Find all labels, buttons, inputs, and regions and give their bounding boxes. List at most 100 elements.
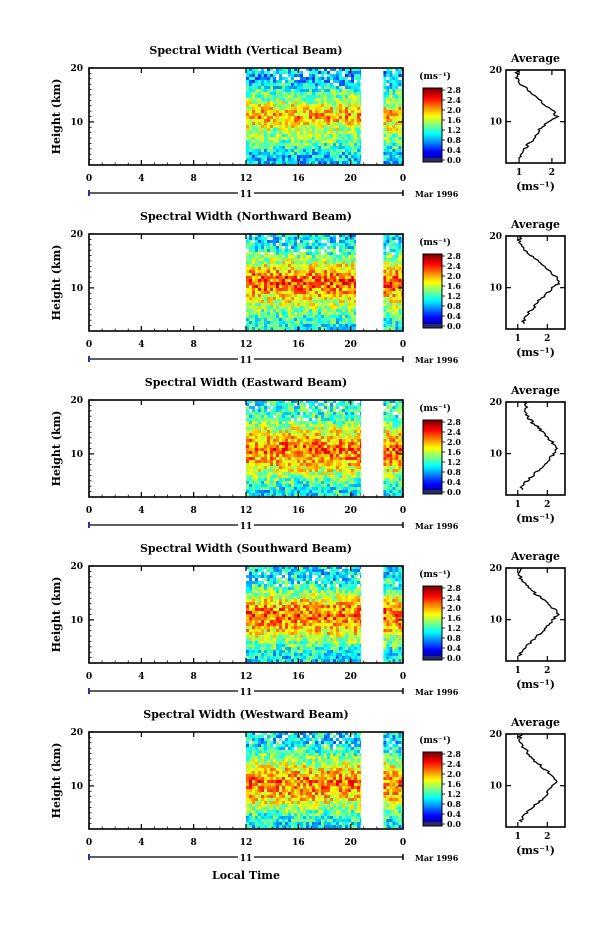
heatmap-cell <box>300 433 303 436</box>
heatmap-cell <box>273 593 276 596</box>
heatmap-cell <box>252 303 255 306</box>
heatmap-cell <box>398 442 401 445</box>
heatmap-cell <box>383 300 386 303</box>
heatmap-cell <box>285 107 288 110</box>
heatmap-cell <box>282 484 285 487</box>
heatmap-cell <box>383 110 386 113</box>
heatmap-cell <box>351 89 354 92</box>
heatmap-cell <box>345 279 348 282</box>
heatmap-cell <box>297 288 300 291</box>
heatmap-cell <box>279 433 282 436</box>
heatmap-cell <box>318 89 321 92</box>
heatmap-cell <box>342 137 345 140</box>
heatmap-cell <box>321 74 324 77</box>
heatmap-cell <box>255 155 258 158</box>
heatmap-cell <box>276 80 279 83</box>
heatmap-cell <box>395 74 398 77</box>
heatmap-cell <box>246 442 249 445</box>
heatmap-cell <box>279 158 282 161</box>
heatmap-cell <box>285 478 288 481</box>
heatmap-cell <box>345 460 348 463</box>
heatmap-cell <box>395 98 398 101</box>
heatmap-cell <box>249 113 252 116</box>
heatmap-cell <box>324 143 327 146</box>
heatmap-cell <box>333 74 336 77</box>
heatmap-cell <box>273 569 276 572</box>
heatmap-cell <box>383 297 386 300</box>
heatmap-cell <box>309 303 312 306</box>
heatmap-cell <box>348 74 351 77</box>
heatmap-cell <box>303 306 306 309</box>
heatmap-cell <box>395 321 398 324</box>
heatmap-cell <box>273 572 276 575</box>
heatmap-cell <box>345 146 348 149</box>
heatmap-cell <box>285 140 288 143</box>
heatmap-cell <box>246 433 249 436</box>
heatmap-cell <box>324 421 327 424</box>
heatmap-cell <box>389 279 392 282</box>
heatmap-cell <box>303 285 306 288</box>
heatmap-cell <box>398 116 401 119</box>
heatmap-cell <box>312 484 315 487</box>
heatmap-cell <box>276 161 279 164</box>
heatmap-cell <box>297 481 300 484</box>
heatmap-cell <box>252 611 255 614</box>
heatmap-cell <box>285 294 288 297</box>
heatmap-cell <box>386 457 389 460</box>
profile-title: Average <box>510 218 560 231</box>
heatmap-cell <box>297 306 300 309</box>
heatmap-cell <box>300 243 303 246</box>
heatmap-cell <box>285 460 288 463</box>
heatmap-cell <box>354 315 356 318</box>
heatmap-cell <box>360 466 361 469</box>
heatmap-cell <box>249 463 252 466</box>
heatmap-cell <box>267 418 270 421</box>
heatmap-cell <box>258 92 261 95</box>
profile-y-tick-label: 10 <box>489 284 502 294</box>
heatmap-cell <box>291 273 294 276</box>
heatmap-cell <box>300 116 303 119</box>
heatmap-cell <box>398 104 401 107</box>
heatmap-cell <box>282 403 285 406</box>
heatmap-cell <box>389 92 392 95</box>
heatmap-cell <box>264 140 267 143</box>
heatmap-cell <box>258 409 261 412</box>
heatmap-cell <box>297 282 300 285</box>
heatmap-cell <box>333 116 336 119</box>
heatmap-cell <box>383 240 386 243</box>
heatmap-cell <box>300 273 303 276</box>
heatmap-cell <box>357 137 360 140</box>
heatmap-cell <box>342 315 345 318</box>
heatmap-cell <box>345 155 348 158</box>
heatmap-cell <box>354 324 356 327</box>
heatmap-cell <box>261 472 264 475</box>
heatmap-cell <box>330 258 333 261</box>
heatmap-cell <box>306 92 309 95</box>
heatmap-cell <box>297 321 300 324</box>
heatmap-cell <box>351 475 354 478</box>
heatmap-cell <box>273 638 276 641</box>
heatmap-cell <box>255 149 258 152</box>
heatmap-cell <box>267 116 270 119</box>
heatmap-cell <box>395 451 398 454</box>
heatmap-cell <box>282 285 285 288</box>
heatmap-cell <box>306 315 309 318</box>
heatmap-cell <box>270 146 273 149</box>
heatmap-cell <box>386 315 389 318</box>
heatmap-cell <box>309 276 312 279</box>
heatmap-cell <box>273 321 276 324</box>
heatmap-cell <box>273 282 276 285</box>
heatmap-cell <box>255 291 258 294</box>
heatmap-cell <box>246 110 249 113</box>
heatmap-cell <box>261 641 264 644</box>
heatmap-cell <box>264 653 267 656</box>
heatmap-cell <box>342 415 345 418</box>
heatmap-cell <box>273 291 276 294</box>
heatmap-cell <box>398 95 401 98</box>
heatmap-cell <box>249 297 252 300</box>
heatmap-cell <box>398 249 401 252</box>
heatmap-cell <box>395 80 398 83</box>
heatmap-cell <box>249 240 252 243</box>
heatmap-cell <box>285 252 288 255</box>
